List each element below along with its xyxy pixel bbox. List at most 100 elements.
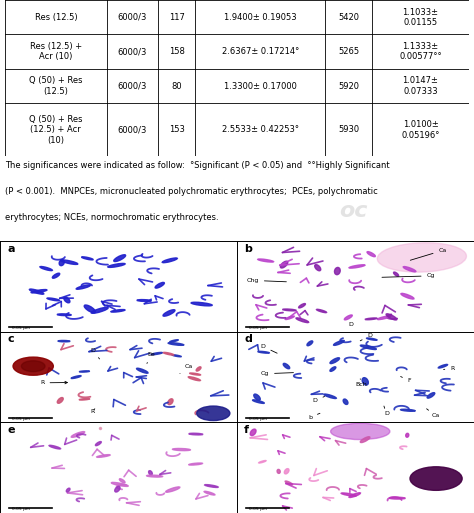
Ellipse shape [59, 260, 64, 266]
Text: 6000/3: 6000/3 [118, 82, 147, 91]
Text: 0.05 μm: 0.05 μm [249, 326, 267, 330]
Ellipse shape [386, 314, 397, 320]
Ellipse shape [335, 267, 340, 274]
Ellipse shape [204, 491, 215, 495]
Ellipse shape [84, 305, 95, 313]
Ellipse shape [95, 442, 101, 446]
Ellipse shape [254, 394, 260, 400]
Text: c: c [7, 334, 14, 344]
Text: 5920: 5920 [338, 82, 359, 91]
Ellipse shape [366, 338, 377, 340]
Ellipse shape [76, 285, 91, 289]
Text: Q (50) + Res
(12.5): Q (50) + Res (12.5) [29, 76, 82, 96]
Text: 1.0147±
0.07333: 1.0147± 0.07333 [402, 76, 438, 96]
Text: Ee: Ee [147, 352, 155, 363]
Ellipse shape [362, 378, 368, 385]
Text: d: d [244, 334, 252, 344]
Ellipse shape [49, 445, 61, 449]
Ellipse shape [66, 488, 70, 492]
Text: a: a [7, 244, 15, 254]
Ellipse shape [341, 493, 356, 496]
Text: Ca: Ca [180, 364, 193, 373]
Ellipse shape [377, 243, 466, 272]
Text: D: D [313, 397, 325, 403]
Ellipse shape [163, 310, 175, 316]
Ellipse shape [64, 297, 70, 303]
Ellipse shape [344, 315, 352, 320]
Text: R: R [90, 409, 95, 415]
Ellipse shape [111, 309, 125, 312]
Text: 1.0100±
0.05196°: 1.0100± 0.05196° [401, 120, 440, 140]
Text: 0.05 μm: 0.05 μm [12, 326, 30, 330]
Text: 1.1033±
0.01155: 1.1033± 0.01155 [402, 8, 438, 27]
Ellipse shape [205, 485, 218, 487]
Ellipse shape [427, 392, 435, 398]
Ellipse shape [283, 309, 296, 311]
Ellipse shape [283, 363, 290, 369]
Ellipse shape [168, 399, 173, 405]
Text: b: b [244, 244, 252, 254]
Ellipse shape [365, 318, 377, 320]
Text: oc: oc [339, 201, 367, 221]
Ellipse shape [334, 341, 344, 345]
Ellipse shape [137, 300, 151, 302]
Ellipse shape [29, 289, 44, 294]
Text: R: R [444, 366, 455, 371]
Ellipse shape [438, 364, 447, 368]
Ellipse shape [403, 267, 416, 272]
Text: e: e [7, 425, 15, 435]
Ellipse shape [97, 455, 110, 458]
Ellipse shape [258, 259, 273, 262]
Ellipse shape [196, 367, 201, 371]
Ellipse shape [13, 357, 53, 375]
Ellipse shape [47, 298, 60, 301]
Ellipse shape [406, 433, 409, 437]
Text: 153: 153 [169, 125, 184, 134]
Text: 0.05 μm: 0.05 μm [249, 507, 267, 511]
Ellipse shape [307, 341, 313, 346]
Ellipse shape [31, 289, 47, 293]
Ellipse shape [108, 263, 125, 267]
Ellipse shape [349, 265, 365, 268]
Ellipse shape [281, 261, 288, 268]
Text: Bch: Bch [356, 379, 367, 387]
Ellipse shape [259, 461, 266, 463]
Ellipse shape [317, 309, 327, 312]
Ellipse shape [367, 252, 375, 256]
Ellipse shape [190, 373, 201, 375]
Text: 5420: 5420 [338, 13, 359, 22]
Ellipse shape [191, 302, 212, 306]
Ellipse shape [315, 265, 321, 271]
Ellipse shape [330, 367, 336, 371]
Ellipse shape [168, 343, 184, 345]
Text: Ca: Ca [427, 409, 439, 418]
Ellipse shape [299, 304, 305, 308]
Ellipse shape [285, 481, 292, 485]
Ellipse shape [360, 345, 376, 349]
Ellipse shape [71, 376, 81, 379]
Text: 2.5533± 0.42253°: 2.5533± 0.42253° [222, 125, 299, 134]
Ellipse shape [40, 267, 53, 271]
Ellipse shape [188, 377, 201, 381]
Ellipse shape [91, 307, 108, 313]
Ellipse shape [148, 470, 152, 475]
Ellipse shape [401, 293, 414, 299]
Ellipse shape [401, 409, 415, 411]
Text: Cg: Cg [261, 371, 293, 376]
Ellipse shape [377, 316, 391, 320]
Ellipse shape [52, 273, 60, 278]
Ellipse shape [284, 468, 289, 474]
Ellipse shape [114, 255, 126, 262]
Ellipse shape [343, 399, 348, 404]
Ellipse shape [410, 467, 462, 490]
Ellipse shape [189, 463, 202, 465]
Text: Chg: Chg [246, 278, 286, 283]
Text: 117: 117 [169, 13, 184, 22]
Text: Res (12.5) +
Acr (10): Res (12.5) + Acr (10) [30, 42, 82, 62]
Ellipse shape [197, 406, 230, 421]
Ellipse shape [170, 340, 178, 342]
Ellipse shape [21, 361, 45, 371]
Ellipse shape [137, 368, 148, 373]
Text: (P < 0.001).  MNPCEs, micronucleated polychromatic erythrocytes;  PCEs, polychro: (P < 0.001). MNPCEs, micronucleated poly… [5, 187, 377, 196]
Ellipse shape [162, 258, 177, 263]
